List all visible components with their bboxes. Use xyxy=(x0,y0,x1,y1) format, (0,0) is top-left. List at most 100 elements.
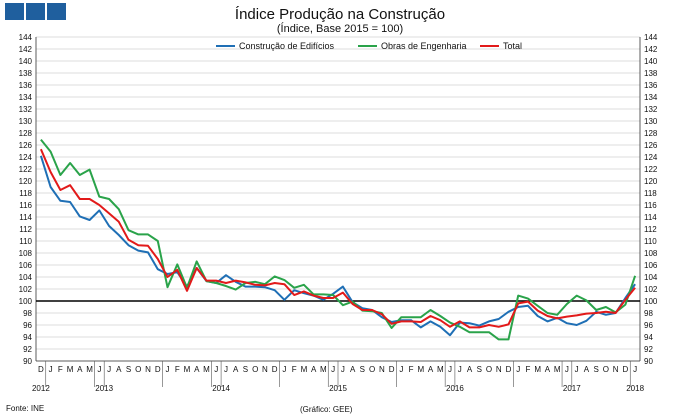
x-tick-label: F xyxy=(409,365,414,374)
x-tick-label: N xyxy=(379,365,385,374)
y-tick-label-right: 98 xyxy=(644,309,653,318)
x-tick-label: N xyxy=(262,365,268,374)
chart-credit: (Gráfico: GEE) xyxy=(300,405,353,414)
year-label: 2015 xyxy=(329,384,347,393)
y-tick-label-right: 130 xyxy=(644,117,658,126)
year-label: 2013 xyxy=(95,384,113,393)
x-tick-label: M xyxy=(203,365,210,374)
legend-item-total: Total xyxy=(480,41,522,51)
y-tick-label-right: 106 xyxy=(644,261,658,270)
y-tick-label-left: 108 xyxy=(19,249,33,258)
y-tick-label-right: 136 xyxy=(644,81,658,90)
x-tick-label: F xyxy=(526,365,531,374)
x-tick-label: S xyxy=(360,365,365,374)
x-tick-label: D xyxy=(389,365,395,374)
x-tick-label: A xyxy=(350,365,356,374)
x-tick-label: J xyxy=(214,365,218,374)
x-tick-label: F xyxy=(175,365,180,374)
x-tick-label: M xyxy=(184,365,191,374)
y-tick-label-right: 104 xyxy=(644,273,658,282)
y-tick-label-right: 112 xyxy=(644,225,657,234)
x-tick-label: M xyxy=(301,365,308,374)
y-tick-label-left: 140 xyxy=(19,57,33,66)
y-tick-label-left: 114 xyxy=(19,213,32,222)
y-tick-label-right: 122 xyxy=(644,165,658,174)
x-tick-label: O xyxy=(252,365,258,374)
x-tick-label: J xyxy=(166,365,170,374)
x-tick-label: O xyxy=(135,365,141,374)
legend-label-construcao: Construção de Edifícios xyxy=(239,41,335,51)
y-tick-label-right: 108 xyxy=(644,249,658,258)
x-tick-label: J xyxy=(331,365,335,374)
x-tick-label: A xyxy=(428,365,434,374)
x-tick-label: A xyxy=(545,365,551,374)
x-tick-label: J xyxy=(448,365,452,374)
x-tick-label: D xyxy=(272,365,278,374)
y-tick-label-right: 142 xyxy=(644,45,658,54)
x-tick-label: J xyxy=(565,365,569,374)
x-tick-label: J xyxy=(399,365,403,374)
y-tick-label-left: 130 xyxy=(19,117,33,126)
legend-label-total: Total xyxy=(503,41,523,51)
y-tick-label-left: 136 xyxy=(19,81,33,90)
x-tick-label: J xyxy=(341,365,345,374)
y-tick-label-left: 138 xyxy=(19,69,33,78)
y-tick-label-left: 102 xyxy=(19,285,33,294)
x-tick-label: A xyxy=(194,365,200,374)
y-tick-label-left: 134 xyxy=(19,93,33,102)
x-tick-label: J xyxy=(458,365,462,374)
x-tick-label: M xyxy=(86,365,93,374)
y-tick-label-right: 132 xyxy=(644,105,658,114)
y-tick-label-left: 98 xyxy=(23,309,32,318)
year-label: 2012 xyxy=(32,384,50,393)
x-tick-label: J xyxy=(282,365,286,374)
y-tick-label-left: 110 xyxy=(19,237,32,246)
y-tick-label-right: 120 xyxy=(644,177,658,186)
y-tick-label-left: 106 xyxy=(19,261,33,270)
logo-block-1 xyxy=(5,3,24,20)
y-tick-label-left: 116 xyxy=(19,201,32,210)
x-tick-label: D xyxy=(155,365,161,374)
y-tick-label-left: 132 xyxy=(19,105,33,114)
y-tick-label-left: 118 xyxy=(19,189,32,198)
y-tick-label-left: 90 xyxy=(23,357,32,366)
x-tick-label: J xyxy=(107,365,111,374)
y-tick-label-left: 100 xyxy=(19,297,33,306)
year-label: 2017 xyxy=(563,384,581,393)
x-tick-label: M xyxy=(320,365,327,374)
x-tick-label: D xyxy=(38,365,44,374)
y-tick-label-left: 104 xyxy=(19,273,33,282)
y-tick-label-right: 94 xyxy=(644,333,653,342)
legend-swatch-construcao xyxy=(216,45,235,47)
legend-item-construcao: Construção de Edifícios xyxy=(216,41,334,51)
y-tick-label-left: 128 xyxy=(19,129,33,138)
x-tick-label: S xyxy=(593,365,598,374)
y-tick-label-left: 126 xyxy=(19,141,33,150)
legend-item-obras: Obras de Engenharia xyxy=(358,41,467,51)
y-tick-label-right: 114 xyxy=(644,213,657,222)
y-tick-label-left: 112 xyxy=(19,225,32,234)
x-tick-label: A xyxy=(311,365,317,374)
series-line-0 xyxy=(39,155,636,337)
x-tick-label: S xyxy=(477,365,482,374)
x-tick-label: J xyxy=(49,365,53,374)
y-tick-label-right: 128 xyxy=(644,129,658,138)
y-tick-label-left: 124 xyxy=(19,153,33,162)
y-tick-label-left: 144 xyxy=(19,33,33,42)
y-tick-label-right: 96 xyxy=(644,321,653,330)
x-tick-label: O xyxy=(369,365,375,374)
x-tick-label: M xyxy=(554,365,561,374)
x-tick-label: D xyxy=(622,365,628,374)
x-tick-label: N xyxy=(496,365,502,374)
y-tick-label-left: 92 xyxy=(23,345,32,354)
x-tick-label: F xyxy=(292,365,297,374)
series-line-1 xyxy=(40,138,637,341)
year-label: 2014 xyxy=(212,384,230,393)
y-tick-label-right: 110 xyxy=(644,237,657,246)
x-tick-label: A xyxy=(77,365,83,374)
x-tick-label: A xyxy=(116,365,122,374)
x-tick-label: N xyxy=(613,365,619,374)
series-line-2 xyxy=(39,148,636,329)
logo-block-2 xyxy=(26,3,45,20)
